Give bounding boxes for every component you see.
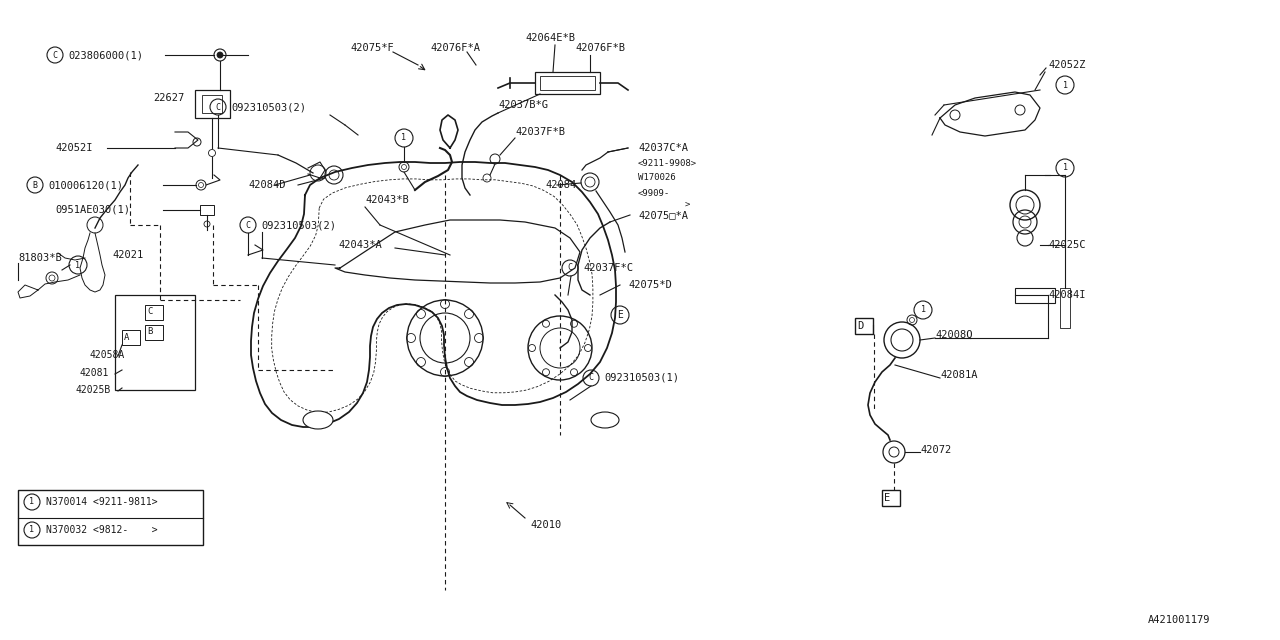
Text: 42025C: 42025C bbox=[1048, 240, 1085, 250]
Text: <9211-9908>: <9211-9908> bbox=[637, 159, 698, 168]
Text: 1: 1 bbox=[1062, 81, 1068, 90]
Text: 092310503(2): 092310503(2) bbox=[261, 220, 335, 230]
Text: 42084D: 42084D bbox=[248, 180, 285, 190]
Text: B: B bbox=[32, 180, 37, 189]
Text: B: B bbox=[147, 328, 152, 337]
Text: 1: 1 bbox=[402, 134, 407, 143]
Bar bbox=[535, 72, 600, 94]
Bar bbox=[18, 490, 204, 545]
Text: 1: 1 bbox=[920, 305, 925, 314]
Polygon shape bbox=[335, 220, 580, 283]
Bar bbox=[540, 76, 595, 90]
Text: 42043*B: 42043*B bbox=[365, 195, 408, 205]
Text: 1: 1 bbox=[29, 497, 35, 506]
Polygon shape bbox=[940, 92, 1039, 136]
Bar bbox=[202, 95, 221, 113]
Text: A421001179: A421001179 bbox=[1148, 615, 1211, 625]
Ellipse shape bbox=[303, 411, 333, 429]
Text: N370032 <9812-    >: N370032 <9812- > bbox=[46, 525, 157, 535]
Text: 42058A: 42058A bbox=[90, 350, 125, 360]
Text: C: C bbox=[147, 307, 152, 317]
Text: 010006120(1): 010006120(1) bbox=[49, 180, 123, 190]
Bar bbox=[195, 90, 230, 118]
Text: 42008Q: 42008Q bbox=[934, 330, 973, 340]
Text: 42081A: 42081A bbox=[940, 370, 978, 380]
Text: 42025B: 42025B bbox=[76, 385, 110, 395]
Text: 42084: 42084 bbox=[545, 180, 576, 190]
Bar bbox=[1060, 288, 1070, 328]
Bar bbox=[122, 330, 140, 345]
Text: 42010: 42010 bbox=[530, 520, 561, 530]
Text: 42037F*B: 42037F*B bbox=[515, 127, 564, 137]
Text: 0951AE030(1): 0951AE030(1) bbox=[55, 205, 131, 215]
Bar bbox=[115, 295, 195, 390]
Text: 42076F*A: 42076F*A bbox=[430, 43, 480, 53]
Text: 42021: 42021 bbox=[113, 250, 143, 260]
Bar bbox=[882, 490, 900, 506]
Bar bbox=[145, 325, 163, 340]
Text: 42075*F: 42075*F bbox=[349, 43, 394, 53]
Bar bbox=[1015, 288, 1055, 303]
Text: 42037C*A: 42037C*A bbox=[637, 143, 689, 153]
Circle shape bbox=[218, 52, 223, 58]
Text: E: E bbox=[884, 493, 891, 503]
Text: 42037B*G: 42037B*G bbox=[498, 100, 548, 110]
Text: 1: 1 bbox=[76, 260, 81, 269]
Text: 42081: 42081 bbox=[79, 368, 109, 378]
Polygon shape bbox=[251, 162, 616, 427]
Text: C: C bbox=[567, 264, 572, 273]
Text: 42043*A: 42043*A bbox=[338, 240, 381, 250]
Text: 42075*D: 42075*D bbox=[628, 280, 672, 290]
Text: C: C bbox=[589, 374, 594, 383]
Ellipse shape bbox=[591, 412, 620, 428]
Bar bbox=[855, 318, 873, 334]
Bar bbox=[145, 305, 163, 320]
Text: 1: 1 bbox=[29, 525, 35, 534]
Text: <9909-: <9909- bbox=[637, 189, 671, 198]
Polygon shape bbox=[18, 285, 38, 298]
Text: C: C bbox=[52, 51, 58, 60]
Text: 42052Z: 42052Z bbox=[1048, 60, 1085, 70]
Text: 42075□*A: 42075□*A bbox=[637, 210, 689, 220]
Bar bbox=[200, 205, 214, 215]
Text: 42064E*B: 42064E*B bbox=[525, 33, 575, 43]
Text: 023806000(1): 023806000(1) bbox=[68, 50, 143, 60]
Text: W170026: W170026 bbox=[637, 173, 676, 182]
Text: 42052I: 42052I bbox=[55, 143, 92, 153]
Text: 42076F*B: 42076F*B bbox=[575, 43, 625, 53]
Text: E: E bbox=[617, 310, 623, 320]
Text: D: D bbox=[858, 321, 863, 331]
Text: C: C bbox=[215, 102, 220, 111]
Text: 092310503(2): 092310503(2) bbox=[230, 102, 306, 112]
Text: A: A bbox=[124, 333, 129, 342]
Text: 22627: 22627 bbox=[154, 93, 184, 103]
Text: 1: 1 bbox=[1062, 163, 1068, 173]
Text: N370014 <9211-9811>: N370014 <9211-9811> bbox=[46, 497, 157, 507]
Text: 092310503(1): 092310503(1) bbox=[604, 373, 678, 383]
Text: 42072: 42072 bbox=[920, 445, 951, 455]
Text: C: C bbox=[246, 221, 251, 230]
Text: 42037F*C: 42037F*C bbox=[582, 263, 634, 273]
Text: 42084I: 42084I bbox=[1048, 290, 1085, 300]
Text: 81803*B: 81803*B bbox=[18, 253, 61, 263]
Text: >: > bbox=[685, 200, 690, 209]
